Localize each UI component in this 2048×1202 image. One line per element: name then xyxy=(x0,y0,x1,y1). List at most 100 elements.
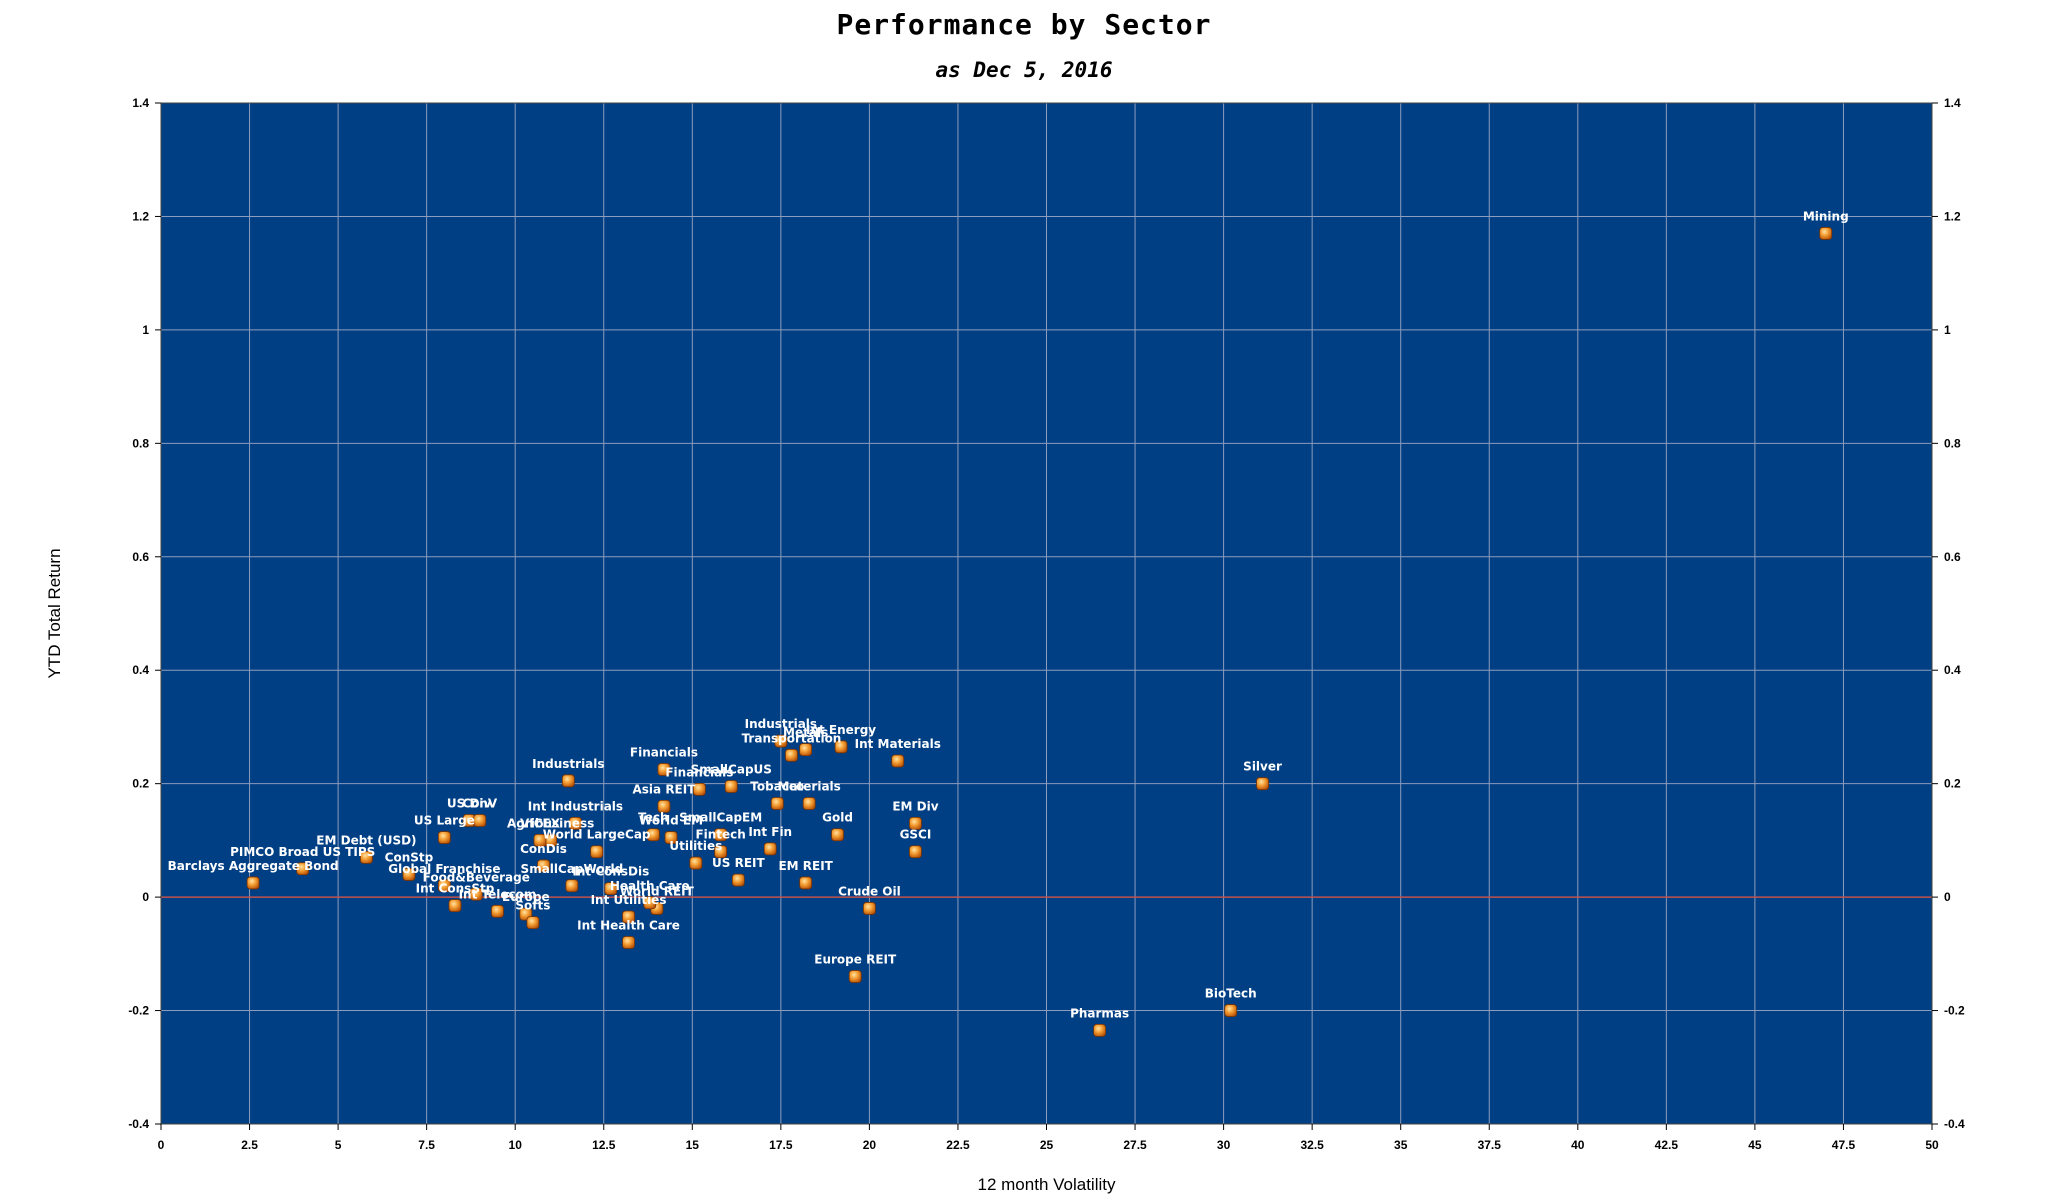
point-marker xyxy=(799,743,813,757)
x-tick-label: 27.5 xyxy=(1123,1138,1147,1152)
point-label: EM REIT xyxy=(778,859,833,873)
point-label: Materials xyxy=(778,780,841,794)
point-label: SmallCapWorld xyxy=(521,862,624,876)
data-point xyxy=(565,879,579,893)
data-point xyxy=(799,743,813,757)
y-tick-label-right: 0.4 xyxy=(1944,663,1961,677)
point-marker xyxy=(473,814,487,827)
data-point xyxy=(360,851,373,864)
data-point xyxy=(473,814,487,827)
point-label: Gold xyxy=(822,811,853,825)
data-point xyxy=(569,816,582,830)
point-label: US Large xyxy=(414,814,475,828)
y-tick-label-left: 1 xyxy=(142,323,149,337)
y-tick-label-right: 0 xyxy=(1944,890,1951,904)
point-label: Financials xyxy=(630,745,698,759)
y-tick-label-left: 0 xyxy=(142,890,149,904)
y-tick-label-right: 0.2 xyxy=(1944,777,1961,791)
point-marker xyxy=(448,899,462,913)
data-point xyxy=(802,797,816,810)
data-point xyxy=(1093,1024,1107,1037)
point-label: Int ConsStp xyxy=(416,882,495,896)
y-tick-label-right: 1.4 xyxy=(1944,96,1961,110)
point-label: Int Health Care xyxy=(577,918,680,932)
axis-ticks: 0 2.5 5 7.5 10 12.5 15 17.5 20 22.5 25 27.5 30 32.5 35… xyxy=(128,96,1965,1152)
x-tick-label: 5 xyxy=(335,1138,342,1152)
point-marker xyxy=(646,828,660,842)
point-label: Europe xyxy=(502,890,550,904)
x-tick-label: 22.5 xyxy=(946,1138,970,1152)
data-point xyxy=(1819,227,1833,240)
point-marker xyxy=(763,842,777,856)
point-label: EM Div xyxy=(892,799,938,813)
data-point xyxy=(622,910,635,924)
point-label: BioTech xyxy=(1205,987,1257,1001)
y-tick-label-left: 0.8 xyxy=(132,436,149,450)
point-label: Crude Oil xyxy=(838,884,901,898)
point-label: US Div xyxy=(447,797,492,811)
point-label: Tech xyxy=(638,811,668,825)
x-tick-label: 7.5 xyxy=(418,1138,435,1152)
point-marker xyxy=(491,904,504,918)
point-marker xyxy=(402,868,416,881)
x-tick-label: 0 xyxy=(158,1138,165,1152)
x-tick-label: 30 xyxy=(1217,1138,1231,1152)
x-tick-label: 32.5 xyxy=(1300,1138,1324,1152)
point-marker xyxy=(891,754,905,768)
y-tick-label-left: -0.2 xyxy=(128,1004,149,1018)
point-marker xyxy=(590,845,604,859)
point-marker xyxy=(469,887,483,901)
point-label: Industrials xyxy=(532,757,604,771)
data-point xyxy=(437,831,451,844)
x-tick-label: 12.5 xyxy=(592,1138,616,1152)
point-marker xyxy=(909,816,922,830)
y-tick-label-left: -0.4 xyxy=(128,1117,149,1131)
point-marker xyxy=(657,763,671,776)
data-point xyxy=(863,902,876,915)
data-point xyxy=(664,831,678,844)
point-marker xyxy=(360,851,373,864)
x-tick-label: 17.5 xyxy=(769,1138,793,1152)
point-label: Int Energy xyxy=(806,723,876,737)
data-point xyxy=(774,734,788,748)
point-label: World EM xyxy=(639,814,703,828)
point-marker xyxy=(561,774,575,788)
data-point xyxy=(646,828,660,842)
x-tick-label: 40 xyxy=(1571,1138,1585,1152)
point-marker xyxy=(296,862,310,876)
point-label: Silver xyxy=(1243,760,1282,774)
point-marker xyxy=(569,816,582,830)
data-point xyxy=(590,845,604,859)
point-marker xyxy=(909,845,922,859)
data-point xyxy=(533,833,547,847)
data-point xyxy=(643,896,657,910)
point-label: EM Debt (USD) xyxy=(316,833,416,847)
y-tick-label-left: 0.2 xyxy=(132,777,149,791)
x-tick-label: 50 xyxy=(1925,1138,1939,1152)
x-tick-label: 45 xyxy=(1748,1138,1762,1152)
point-label: Int Industrials xyxy=(528,799,623,813)
data-point xyxy=(622,936,635,949)
point-marker xyxy=(692,782,706,796)
data-point xyxy=(785,748,798,762)
y-tick-label-right: 1.2 xyxy=(1944,209,1961,223)
point-label: Health Care xyxy=(610,879,690,893)
point-label: Global Franchise xyxy=(388,862,500,876)
data-point xyxy=(1224,1004,1238,1017)
x-tick-label: 35 xyxy=(1394,1138,1408,1152)
point-label: Int Utilities xyxy=(591,893,667,907)
point-label: Industrials xyxy=(745,717,817,731)
point-labels: Mining Silver BioTech Pharmas Europe REIT Cru… xyxy=(168,209,1849,1020)
point-label: Mining xyxy=(1803,209,1849,223)
y-tick-label-right: 0.8 xyxy=(1944,436,1961,450)
point-label: Fintech xyxy=(695,828,745,842)
y-tick-label-right: 1 xyxy=(1944,323,1951,337)
point-label: PIMCO Broad US TIPS xyxy=(230,845,375,859)
data-point xyxy=(831,828,844,842)
data-point xyxy=(537,859,550,873)
y-tick-label-left: 1.2 xyxy=(132,209,149,223)
x-tick-label: 2.5 xyxy=(241,1138,258,1152)
chart-subtitle: as Dec 5, 2016 xyxy=(935,58,1113,82)
data-point xyxy=(246,876,260,890)
point-label: Agribusiness xyxy=(507,816,594,830)
